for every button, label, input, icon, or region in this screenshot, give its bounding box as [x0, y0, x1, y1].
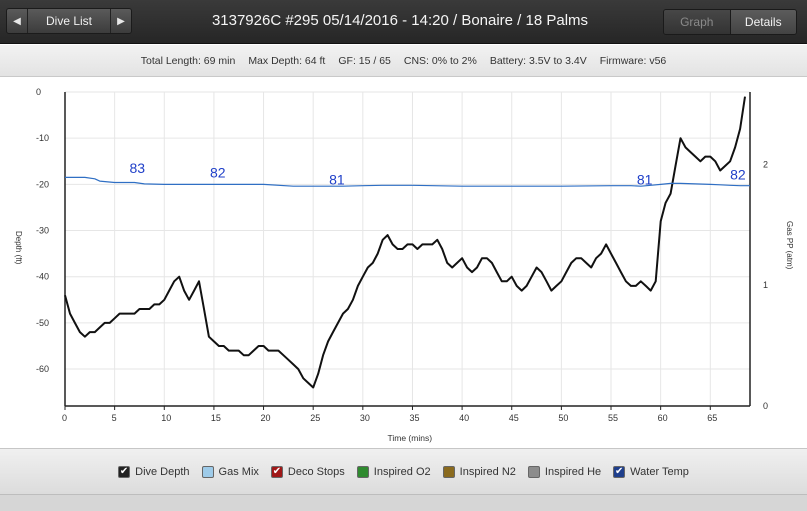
view-switch: Graph Details: [663, 9, 797, 35]
legend-label: Inspired He: [544, 465, 602, 478]
details-tab[interactable]: Details: [730, 10, 796, 34]
x-tick-label: 65: [707, 413, 717, 423]
dive-profile-chart[interactable]: 0 5 10 15 20 25 30 35 40 45 50 55 60 65 0 -10 -20 -30 -40-…: [0, 78, 807, 448]
x-axis-label: Time (mins): [388, 433, 433, 443]
water-temp-series-line: [65, 176, 750, 187]
checkbox-icon[interactable]: [201, 465, 214, 478]
next-dive-button[interactable]: ▶: [111, 9, 131, 33]
water-temp-label: 82: [730, 167, 746, 183]
x-tick-label: 25: [310, 413, 320, 423]
legend-item-dive-depth[interactable]: ✔ Dive Depth: [118, 465, 190, 478]
y2-axis-label: Gas PP (atm): [785, 221, 794, 270]
legend-bar: ✔ Dive Depth Gas Mix ✔ Deco Stops Inspired O2…: [0, 448, 807, 494]
y-axis-label: Depth (ft): [14, 231, 23, 265]
checkbox-icon[interactable]: [527, 465, 540, 478]
legend-item-deco-stops[interactable]: ✔ Deco Stops: [270, 465, 345, 478]
legend-item-inspired-he[interactable]: Inspired He: [527, 465, 602, 478]
y-tick-label: 0: [36, 87, 41, 97]
x-tick-label: 35: [409, 413, 419, 423]
x-tick-label: 10: [161, 413, 171, 423]
prev-dive-button[interactable]: ◀: [7, 9, 27, 33]
checkbox-icon[interactable]: [356, 465, 369, 478]
checkbox-icon[interactable]: ✔: [118, 465, 131, 478]
y-tick-label: -50: [36, 318, 49, 328]
max-depth: Max Depth: 64 ft: [248, 54, 326, 67]
top-toolbar: ◀ Dive List ▶ 3137926C #295 05/14/2016 -…: [0, 0, 807, 44]
y2-tick-label: 0: [763, 401, 768, 411]
checkbox-icon[interactable]: [442, 465, 455, 478]
firmware: Firmware: v56: [599, 54, 667, 67]
x-tick-label: 5: [112, 413, 117, 423]
water-temp-label: 81: [637, 171, 653, 187]
chevron-right-icon: ▶: [117, 15, 125, 27]
checkbox-icon[interactable]: ✔: [270, 465, 283, 478]
y-tick-label: -30: [36, 226, 49, 236]
x-tick-label: 60: [658, 413, 668, 423]
legend-label: Water Temp: [630, 465, 689, 478]
legend-label: Gas Mix: [218, 465, 259, 478]
water-temp-label: 82: [210, 164, 226, 180]
legend-item-inspired-n2[interactable]: Inspired N2: [442, 465, 516, 478]
y2-tick-label: 1: [763, 280, 768, 290]
x-tick-label: 0: [62, 413, 67, 423]
total-length: Total Length: 69 min: [140, 54, 236, 67]
dive-title: 3137926C #295 05/14/2016 - 14:20 / Bonai…: [211, 12, 589, 29]
legend-item-water-temp[interactable]: ✔ Water Temp: [613, 465, 689, 478]
dive-list-button[interactable]: Dive List: [27, 9, 111, 33]
cns: CNS: 0% to 2%: [403, 54, 477, 67]
legend-label: Deco Stops: [287, 465, 345, 478]
x-tick-label: 40: [459, 413, 469, 423]
x-tick-label: 50: [558, 413, 568, 423]
y-tick-label: -60: [36, 364, 49, 374]
y-tick-label: -20: [36, 179, 49, 189]
battery: Battery: 3.5V to 3.4V: [489, 54, 587, 67]
graph-tab[interactable]: Graph: [664, 10, 731, 34]
legend-label: Inspired N2: [459, 465, 516, 478]
bottom-strip: [0, 494, 807, 511]
checkbox-icon[interactable]: ✔: [613, 465, 626, 478]
x-tick-label: 15: [211, 413, 221, 423]
y-tick-label: -10: [36, 133, 49, 143]
legend-label: Inspired O2: [373, 465, 431, 478]
chevron-left-icon: ◀: [13, 15, 21, 27]
dive-info-bar: Total Length: 69 min Max Depth: 64 ft GF…: [0, 45, 807, 77]
x-tick-label: 55: [608, 413, 618, 423]
y-tick-label: -40: [36, 272, 49, 282]
y2-tick-label: 2: [763, 159, 768, 169]
legend-label: Dive Depth: [135, 465, 190, 478]
legend-item-inspired-o2[interactable]: Inspired O2: [356, 465, 431, 478]
dive-profile-svg[interactable]: 0 5 10 15 20 25 30 35 40 45 50 55 60 650-10-20-30-40-…: [0, 78, 807, 448]
x-tick-label: 45: [509, 413, 519, 423]
dive-list-nav: ◀ Dive List ▶: [6, 8, 132, 34]
gradient-factor: GF: 15 / 65: [338, 54, 391, 67]
x-tick-label: 20: [261, 413, 271, 423]
depth-series-line: [64, 96, 746, 389]
water-temp-label: 83: [130, 160, 146, 176]
legend-item-gas-mix[interactable]: Gas Mix: [201, 465, 259, 478]
water-temp-label: 81: [329, 171, 345, 187]
x-tick-label: 30: [360, 413, 370, 423]
